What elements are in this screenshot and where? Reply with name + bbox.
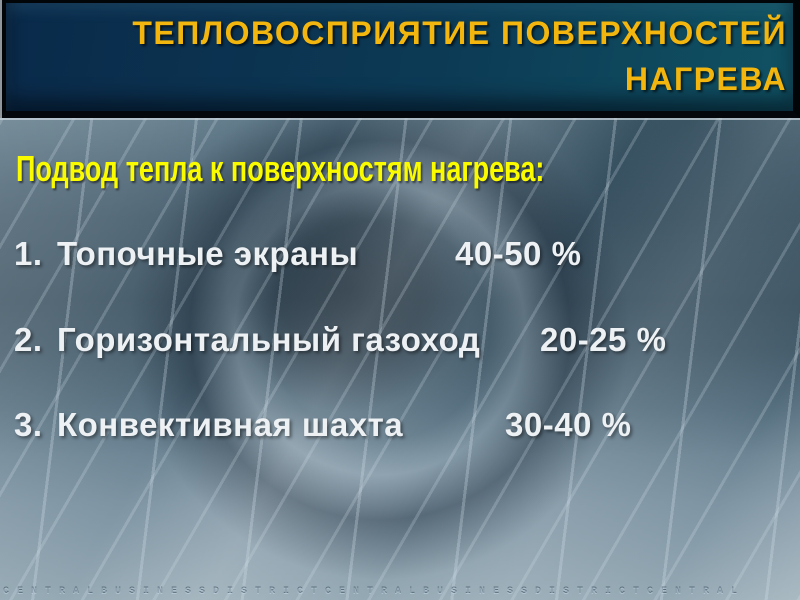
list-item: 2. Горизонтальный газоход 20-25 % <box>0 320 800 360</box>
list-item-label: Горизонтальный газоход <box>57 321 481 358</box>
title-bar: ТЕПЛОВОСПРИЯТИЕ ПОВЕРХНОСТЕЙ НАГРЕВА <box>0 0 800 118</box>
list-item-number: 2. <box>14 321 43 358</box>
list-item: 1. Топочные экраны 40-50 % <box>0 234 800 274</box>
list-item-value: 20-25 % <box>540 321 667 358</box>
title-bar-left-edge <box>0 0 2 118</box>
title-bar-divider <box>0 118 800 120</box>
list-item-number: 1. <box>14 235 43 272</box>
list-item: 3. Конвективная шахта 30-40 % <box>0 405 800 445</box>
slide-title: ТЕПЛОВОСПРИЯТИЕ ПОВЕРХНОСТЕЙ НАГРЕВА <box>132 15 787 97</box>
list-item-label: Конвективная шахта <box>57 406 404 443</box>
body-heading: Подвод тепла к поверхностям нагрева: <box>16 148 545 189</box>
background-watermark-text: CENTRALBUSINESSDISTRICTCENTRALBUSINESSDI… <box>3 587 746 598</box>
list-item-value: 40-50 % <box>455 235 582 272</box>
list-item-label: Топочные экраны <box>57 235 359 272</box>
list-item-number: 3. <box>14 406 43 443</box>
list-item-value: 30-40 % <box>505 406 632 443</box>
